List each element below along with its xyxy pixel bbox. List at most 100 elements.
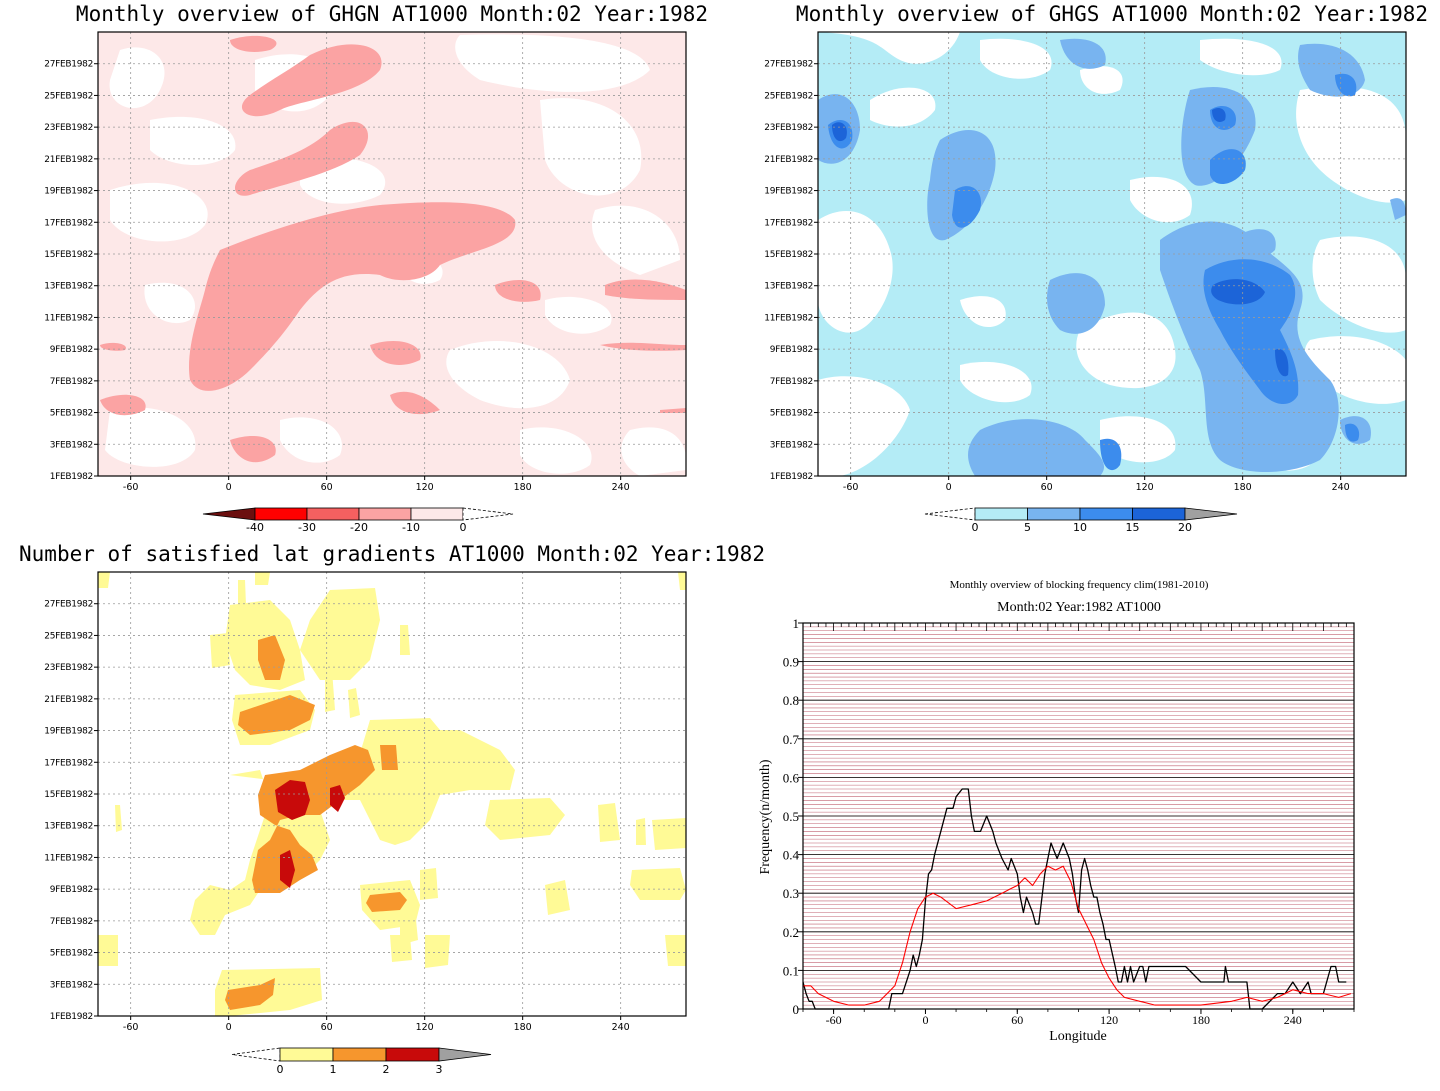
latgrad-colorbar: 0 1 2 3	[231, 1047, 492, 1076]
colorbar-box	[254, 507, 308, 521]
x-tick-label: 0	[226, 1022, 232, 1033]
y-tick-label: 0.1	[783, 963, 799, 978]
y-tick-label: 15FEB1982	[44, 790, 93, 800]
observed-frequency-line	[802, 788, 1347, 1010]
y-tick-label: 15FEB1982	[44, 250, 93, 260]
x-tick-label: 60	[321, 1022, 333, 1033]
x-tick-label: 120	[416, 1022, 434, 1033]
colorbar-box	[1027, 507, 1081, 521]
y-tick-label: 7FEB1982	[50, 377, 93, 387]
y-tick-label: 11FEB1982	[764, 313, 813, 323]
y-tick-label: 0.4	[783, 848, 800, 863]
y-tick-label: 9FEB1982	[50, 345, 93, 355]
colorbar-label: 2	[383, 1063, 390, 1076]
x-tick-label: -60	[123, 1022, 139, 1033]
y-tick-label: 17FEB1982	[44, 758, 93, 768]
colorbar-extend-high	[438, 1047, 492, 1062]
y-tick-label: 19FEB1982	[44, 727, 93, 737]
x-tick-label: -60	[123, 482, 139, 493]
x-tick-label: 180	[1234, 482, 1252, 493]
colorbar-extend-low	[202, 507, 256, 521]
y-tick-label: 7FEB1982	[50, 917, 93, 927]
ghgn-grid	[98, 32, 686, 476]
x-tick-label: 0	[946, 482, 952, 493]
y-tick-label: 1FEB1982	[50, 472, 93, 482]
y-tick-label: 9FEB1982	[770, 345, 813, 355]
y-tick-label: 0.8	[783, 693, 799, 708]
y-tick-label: 9FEB1982	[50, 885, 93, 895]
x-tick-label: 240	[1284, 1013, 1302, 1027]
ghgs-title: Monthly overview of GHGS AT1000 Month:02…	[796, 2, 1428, 26]
colorbar-extend-high	[1184, 507, 1238, 521]
colorbar-label: -10	[402, 521, 420, 534]
y-tick-label: 19FEB1982	[764, 187, 813, 197]
colorbar-label: -40	[246, 521, 264, 534]
colorbar-label: -30	[298, 521, 316, 534]
ghgn-minus10-regions	[100, 35, 686, 463]
x-tick-label: 120	[1136, 482, 1154, 493]
y-tick-label: 1FEB1982	[770, 472, 813, 482]
latgrad-title: Number of satisfied lat gradients AT1000…	[19, 542, 765, 566]
y-tick-label: 25FEB1982	[764, 91, 813, 101]
y-tick-label: 17FEB1982	[764, 218, 813, 228]
ghgs-axes: -60 0 60 120 180 240 1FEB1982 3FEB1982 5FEB1982 7…	[764, 60, 1349, 493]
x-tick-label: -60	[843, 482, 859, 493]
colorbar-extend-low	[231, 1047, 281, 1062]
x-tick-label: 0	[922, 1013, 928, 1027]
colorbar-label: -20	[350, 521, 368, 534]
colorbar-label: 0	[972, 521, 979, 534]
colorbar-box	[1132, 507, 1186, 521]
y-tick-label: 0.9	[783, 655, 799, 670]
colorbar-label: 3	[436, 1063, 443, 1076]
y-tick-label: 25FEB1982	[44, 631, 93, 641]
y-tick-label: 27FEB1982	[44, 60, 93, 70]
y-tick-label: 5FEB1982	[770, 409, 813, 419]
y-tick-label: 23FEB1982	[764, 123, 813, 133]
colorbar-label: 10	[1073, 521, 1087, 534]
x-tick-label: 60	[1011, 1013, 1023, 1027]
colorbar-label: 5	[1024, 521, 1031, 534]
y-tick-label: 0.3	[783, 886, 799, 901]
x-tick-label: 240	[1332, 482, 1350, 493]
colorbar-label: 15	[1126, 521, 1140, 534]
y-tick-label: 13FEB1982	[764, 282, 813, 292]
ghgn-colorbar: -40 -30 -20 -10 0	[202, 507, 514, 534]
x-tick-label: 60	[321, 482, 333, 493]
colorbar-box	[332, 1047, 387, 1062]
y-tick-label: 5FEB1982	[50, 949, 93, 959]
y-tick-label: 19FEB1982	[44, 187, 93, 197]
ghgn-axes: -60 0 60 120 180 240 1FEB1982 3FEB1982 5FEB1982 7…	[44, 60, 629, 493]
y-tick-label: 13FEB1982	[44, 282, 93, 292]
latgrad-3-regions	[275, 780, 345, 888]
x-tick-label: 120	[1100, 1013, 1118, 1027]
x-tick-label: 60	[1041, 482, 1053, 493]
colorbar-box	[1079, 507, 1133, 521]
x-tick-label: 180	[514, 1022, 532, 1033]
y-tick-label: 1FEB1982	[50, 1012, 93, 1022]
y-tick-label: 7FEB1982	[770, 377, 813, 387]
ghgn-title: Monthly overview of GHGN AT1000 Month:02…	[76, 2, 708, 26]
y-tick-label: 3FEB1982	[770, 440, 813, 450]
y-tick-label: 0.2	[783, 925, 799, 940]
y-tick-label: 3FEB1982	[50, 980, 93, 990]
blocking-xlabel: Longitude	[1049, 1029, 1107, 1044]
latgrad-panel: Number of satisfied lat gradients AT1000…	[19, 542, 765, 1076]
colorbar-box	[410, 507, 464, 521]
colorbar-box	[358, 507, 412, 521]
blocking-subtitle: Month:02 Year:1982 AT1000	[997, 600, 1161, 615]
colorbar-box	[974, 507, 1028, 521]
colorbar-label: 20	[1178, 521, 1192, 534]
y-tick-label: 1	[793, 616, 800, 631]
latgrad-grid	[98, 572, 686, 1016]
y-tick-label: 0.5	[783, 809, 799, 824]
colorbar-box	[306, 507, 360, 521]
colorbar-extend-high	[462, 507, 514, 521]
climatology-frequency-line	[803, 865, 1352, 1006]
x-tick-label: 240	[612, 482, 630, 493]
ghgs-colorbar: 0 5 10 15 20	[924, 507, 1238, 534]
x-tick-label: 180	[1192, 1013, 1210, 1027]
y-tick-label: 0	[793, 1002, 800, 1017]
ghgn-panel: Monthly overview of GHGN AT1000 Month:02…	[44, 2, 708, 534]
y-tick-label: 21FEB1982	[44, 155, 93, 165]
y-tick-label: 11FEB1982	[44, 313, 93, 323]
